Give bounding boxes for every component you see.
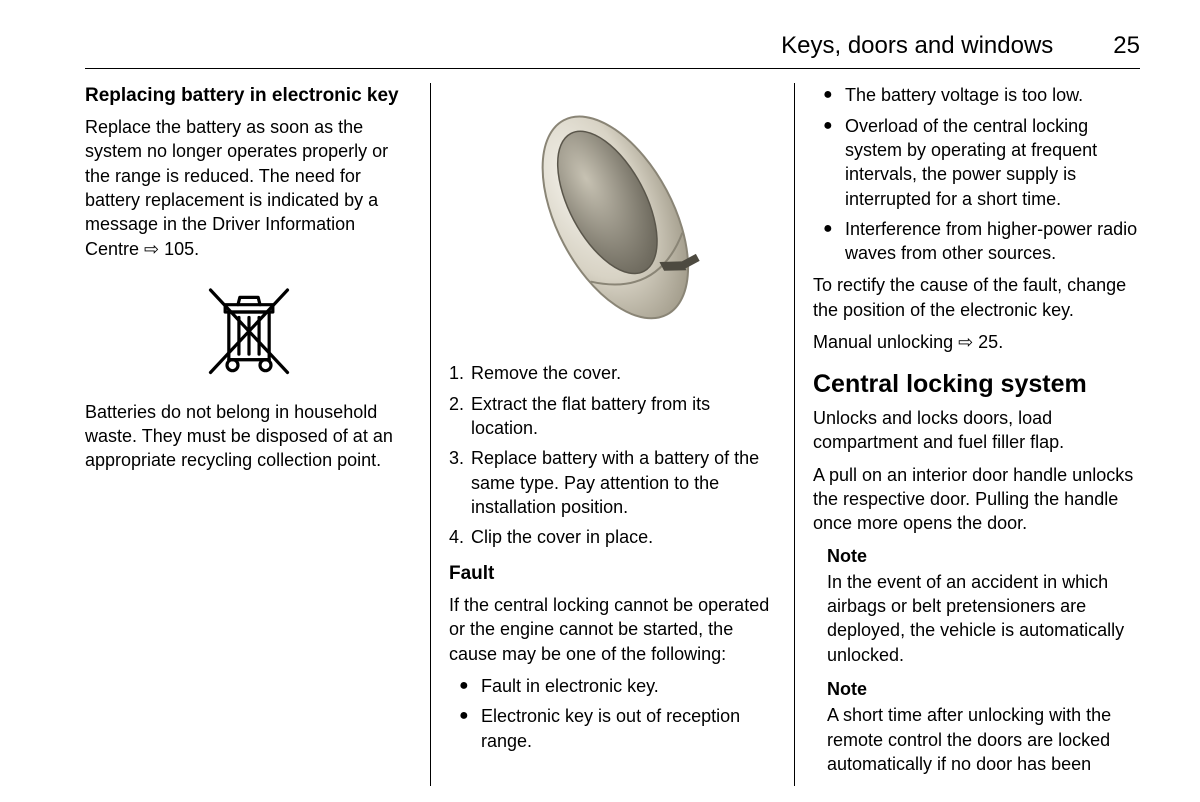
column-1: Replacing battery in electronic key Repl… (85, 83, 412, 786)
step-2: Extract the flat battery from its locati… (449, 392, 776, 441)
column-3: The battery voltage is too low. Overload… (794, 83, 1140, 786)
note-text-2: A short time after unlocking with the re… (827, 703, 1140, 776)
fault-bullet-1: Fault in electronic key. (449, 674, 776, 698)
central-locking-heading: Central locking system (813, 368, 1140, 402)
fault-bullet-2: Electronic key is out of reception range… (449, 704, 776, 753)
fault-bullet-4: Overload of the central locking system b… (813, 114, 1140, 211)
replace-battery-intro: Replace the battery as soon as the syste… (85, 115, 412, 261)
content-columns: Replacing battery in electronic key Repl… (85, 83, 1140, 786)
header-title: Keys, doors and windows (781, 30, 1053, 62)
note-block-2: Note A short time after unlocking with t… (813, 677, 1140, 776)
fault-bullet-list: Fault in electronic key. Electronic key … (449, 674, 776, 753)
replace-battery-steps: Remove the cover. Extract the flat batte… (449, 361, 776, 549)
note-block-1: Note In the event of an accident in whic… (813, 544, 1140, 667)
cls-desc-2: A pull on an interior door handle unlock… (813, 463, 1140, 536)
page-header: Keys, doors and windows 25 (85, 30, 1140, 69)
fault-bullet-list-continued: The battery voltage is too low. Overload… (813, 83, 1140, 265)
battery-disposal-text: Batteries do not belong in household was… (85, 400, 412, 473)
note-text-1: In the event of an accident in which air… (827, 570, 1140, 667)
step-4: Clip the cover in place. (449, 525, 776, 549)
step-3: Replace battery with a battery of the sa… (449, 446, 776, 519)
note-label-1: Note (827, 544, 1140, 568)
replace-battery-heading: Replacing battery in electronic key (85, 83, 412, 109)
fault-intro: If the central locking cannot be operate… (449, 593, 776, 666)
manual-unlocking-ref: Manual unlocking ⇨ 25. (813, 330, 1140, 354)
step-1: Remove the cover. (449, 361, 776, 385)
fault-bullet-5: Interference from higher-power radio wav… (813, 217, 1140, 266)
no-bin-icon (194, 271, 304, 386)
cls-desc-1: Unlocks and locks doors, load compartmen… (813, 406, 1140, 455)
keyfob-illustration (483, 83, 743, 343)
page-number: 25 (1113, 30, 1140, 62)
column-2: Remove the cover. Extract the flat batte… (430, 83, 776, 786)
rectify-text: To rectify the cause of the fault, chang… (813, 273, 1140, 322)
fault-bullet-3: The battery voltage is too low. (813, 83, 1140, 107)
fault-heading: Fault (449, 561, 776, 587)
note-label-2: Note (827, 677, 1140, 701)
